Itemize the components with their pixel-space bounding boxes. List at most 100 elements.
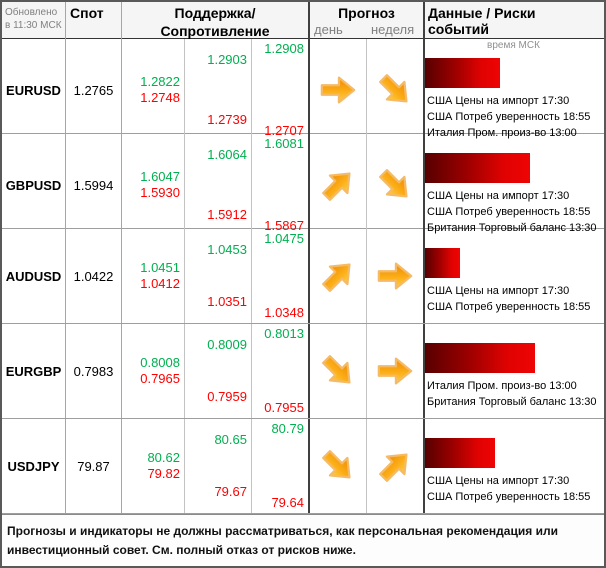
resistance-value-2: 0.8009 <box>207 337 247 352</box>
updated-line2: в 11:30 МСК <box>5 20 62 31</box>
data-risks-cell: США Цены на импорт 17:30 США Потреб увере… <box>425 419 604 513</box>
support-resistance-level-1: 0.8008 0.7965 <box>122 324 185 418</box>
forecast-day-cell <box>310 229 367 323</box>
support-resistance-level-2: 1.0453 1.0351 <box>185 229 252 323</box>
currency-pair-label: GBPUSD <box>2 134 66 236</box>
event-list: Италия Пром. произ-во 13:00 Британия Торг… <box>425 378 604 410</box>
support-value-3: 0.7955 <box>264 400 304 415</box>
table-row: EURGBP 0.7983 0.8008 0.7965 0.8009 0.795… <box>2 324 604 419</box>
support-value-2: 1.5912 <box>207 207 247 222</box>
support-value-3: 79.64 <box>271 495 304 510</box>
support-resistance-level-3: 1.0475 1.0348 <box>252 229 310 323</box>
currency-pair-label: AUDUSD <box>2 229 66 323</box>
data-risks-cell: США Цены на импорт 17:30 США Потреб увере… <box>425 229 604 323</box>
forecast-week-cell <box>367 39 425 141</box>
resistance-value-3: 1.6081 <box>264 136 304 151</box>
event-item: Британия Торговый баланс 13:30 <box>427 396 597 408</box>
resistance-value-3: 1.2908 <box>264 41 304 56</box>
support-resistance-level-3: 1.6081 1.5867 <box>252 134 310 236</box>
resistance-value-1: 1.0451 <box>140 260 180 275</box>
forecast-week-cell <box>367 419 425 513</box>
day-forecast-arrow-icon <box>319 447 357 485</box>
table-row: AUDUSD 1.0422 1.0451 1.0412 1.0453 1.035… <box>2 229 604 324</box>
week-forecast-arrow-icon <box>376 71 414 109</box>
support-value-1: 0.7965 <box>140 371 180 386</box>
week-forecast-arrow-icon <box>376 352 414 390</box>
resistance-value-1: 1.2822 <box>140 74 180 89</box>
support-value-3: 1.2707 <box>264 123 304 138</box>
support-value-3: 1.0348 <box>264 305 304 320</box>
column-header-forecast: Прогноз день неделя <box>310 2 425 53</box>
forecast-day-cell <box>310 419 367 513</box>
subheader-week: неделя <box>371 22 415 37</box>
event-list: США Цены на импорт 17:30 США Потреб увере… <box>425 473 604 505</box>
subheader-day: день <box>314 22 343 37</box>
forecast-day-cell <box>310 134 367 236</box>
week-forecast-arrow-icon <box>376 257 414 295</box>
table-row: GBPUSD 1.5994 1.6047 1.5930 1.6064 1.591… <box>2 134 604 236</box>
event-list: США Цены на импорт 17:30 США Потреб увере… <box>425 93 604 141</box>
resistance-value-1: 0.8008 <box>140 355 180 370</box>
event-list: США Цены на импорт 17:30 США Потреб увере… <box>425 188 604 236</box>
event-risk-bar <box>425 438 495 468</box>
resistance-value-1: 1.6047 <box>140 169 180 184</box>
event-item: США Потреб уверенность 18:55 <box>427 206 591 218</box>
forecast-week-cell <box>367 324 425 418</box>
forecast-subheaders: день неделя <box>310 22 423 37</box>
disclaimer-text: Прогнозы и индикаторы не должны рассматр… <box>2 514 604 566</box>
column-header-support-resistance: Поддержка/Сопротивление <box>122 2 310 53</box>
event-risk-bar <box>425 153 530 183</box>
forecast-week-cell <box>367 134 425 236</box>
event-item: США Цены на импорт 17:30 <box>427 190 570 202</box>
support-resistance-level-1: 1.2822 1.2748 <box>122 39 185 141</box>
support-resistance-level-2: 0.8009 0.7959 <box>185 324 252 418</box>
support-value-2: 1.0351 <box>207 294 247 309</box>
event-list: США Цены на импорт 17:30 США Потреб увере… <box>425 283 604 315</box>
forecast-day-cell <box>310 324 367 418</box>
table-row: USDJPY 79.87 80.62 79.82 80.65 79.67 80.… <box>2 419 604 514</box>
forecast-day-cell <box>310 39 367 141</box>
event-item: Италия Пром. произ-во 13:00 <box>427 380 577 392</box>
spot-price: 79.87 <box>66 419 122 513</box>
support-resistance-level-2: 80.65 79.67 <box>185 419 252 513</box>
spot-price: 1.0422 <box>66 229 122 323</box>
resistance-value-1: 80.62 <box>147 450 180 465</box>
currency-pair-label: EURUSD <box>2 39 66 141</box>
support-value-1: 1.5930 <box>140 185 180 200</box>
resistance-value-2: 80.65 <box>214 432 247 447</box>
column-header-data-risks: Данные / Риски событий время МСК <box>428 5 540 51</box>
currency-pair-label: USDJPY <box>2 419 66 513</box>
support-resistance-level-2: 1.6064 1.5912 <box>185 134 252 236</box>
data-risks-cell: Италия Пром. произ-во 13:00 Британия Торг… <box>425 324 604 418</box>
support-resistance-level-3: 80.79 79.64 <box>252 419 310 513</box>
event-risk-bar <box>425 248 460 278</box>
support-resistance-level-1: 1.0451 1.0412 <box>122 229 185 323</box>
resistance-value-2: 1.0453 <box>207 242 247 257</box>
subheader-time-msk: время МСК <box>487 40 540 51</box>
column-header-spot: Спот <box>66 2 122 53</box>
resistance-value-2: 1.2903 <box>207 52 247 67</box>
week-forecast-arrow-icon <box>376 166 414 204</box>
resistance-value-3: 1.0475 <box>264 231 304 246</box>
support-value-1: 1.0412 <box>140 276 180 291</box>
day-forecast-arrow-icon <box>319 71 357 109</box>
event-risk-bar <box>425 58 500 88</box>
resistance-value-2: 1.6064 <box>207 147 247 162</box>
updated-line1: Обновлено <box>5 7 58 18</box>
day-forecast-arrow-icon <box>319 257 357 295</box>
spot-price: 0.7983 <box>66 324 122 418</box>
forecast-week-cell <box>367 229 425 323</box>
support-value-1: 1.2748 <box>140 90 180 105</box>
support-resistance-level-2: 1.2903 1.2739 <box>185 39 252 141</box>
table-header: Обновлено в 11:30 МСК Спот Поддержка/Соп… <box>2 2 604 53</box>
support-resistance-level-1: 80.62 79.82 <box>122 419 185 513</box>
event-item: США Потреб уверенность 18:55 <box>427 301 591 313</box>
data-risks-cell: США Цены на импорт 17:30 США Потреб увере… <box>425 39 604 141</box>
support-value-2: 79.67 <box>214 484 247 499</box>
event-item: Италия Пром. произ-во 13:00 <box>427 127 577 139</box>
updated-timestamp: Обновлено в 11:30 МСК <box>2 2 66 53</box>
event-item: США Цены на импорт 17:30 <box>427 95 570 107</box>
support-resistance-level-1: 1.6047 1.5930 <box>122 134 185 236</box>
support-value-1: 79.82 <box>147 466 180 481</box>
spot-price: 1.5994 <box>66 134 122 236</box>
